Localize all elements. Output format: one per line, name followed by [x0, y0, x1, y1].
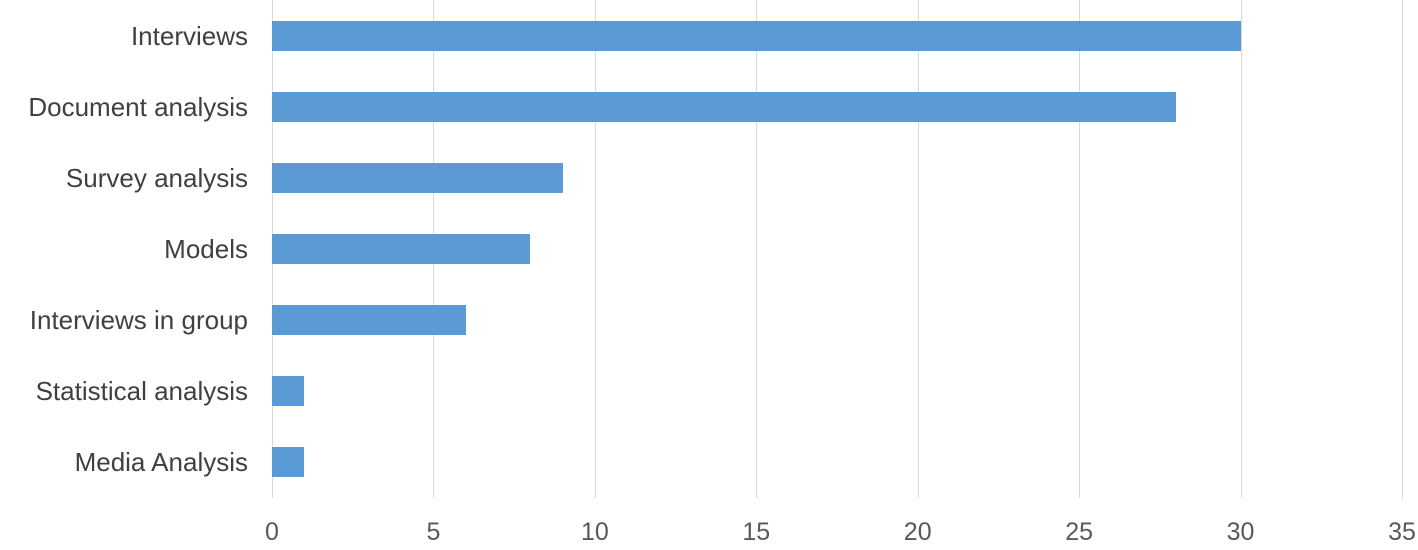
x-tick-label: 25: [1065, 518, 1094, 546]
plot-area: [272, 0, 1403, 498]
gridline: [1240, 0, 1242, 498]
bar: [272, 447, 305, 478]
x-tick-label: 15: [742, 518, 771, 546]
bar: [272, 234, 531, 264]
category-label: Models: [164, 234, 248, 264]
gridline: [594, 0, 596, 498]
x-tick-label: 35: [1388, 518, 1416, 546]
category-label: Media Analysis: [74, 447, 248, 478]
bar: [272, 305, 466, 336]
gridline: [756, 0, 758, 498]
bar: [272, 91, 1176, 122]
gridline: [1402, 0, 1403, 498]
x-tick-label: 5: [426, 518, 441, 546]
gridline: [917, 0, 919, 498]
category-label: Survey analysis: [65, 162, 248, 193]
bar: [272, 376, 305, 407]
category-label: Interviews: [130, 20, 248, 51]
bar: [272, 20, 1241, 51]
x-tick-label: 10: [580, 518, 609, 546]
x-tick-label: 0: [265, 518, 279, 546]
x-tick-label: 20: [903, 518, 932, 546]
bar: [272, 162, 563, 193]
category-label: Statistical analysis: [35, 376, 248, 407]
category-label: Interviews in group: [29, 305, 248, 336]
x-tick-label: 30: [1226, 518, 1255, 546]
category-label: Document analysis: [28, 91, 248, 122]
gridline: [1079, 0, 1081, 498]
